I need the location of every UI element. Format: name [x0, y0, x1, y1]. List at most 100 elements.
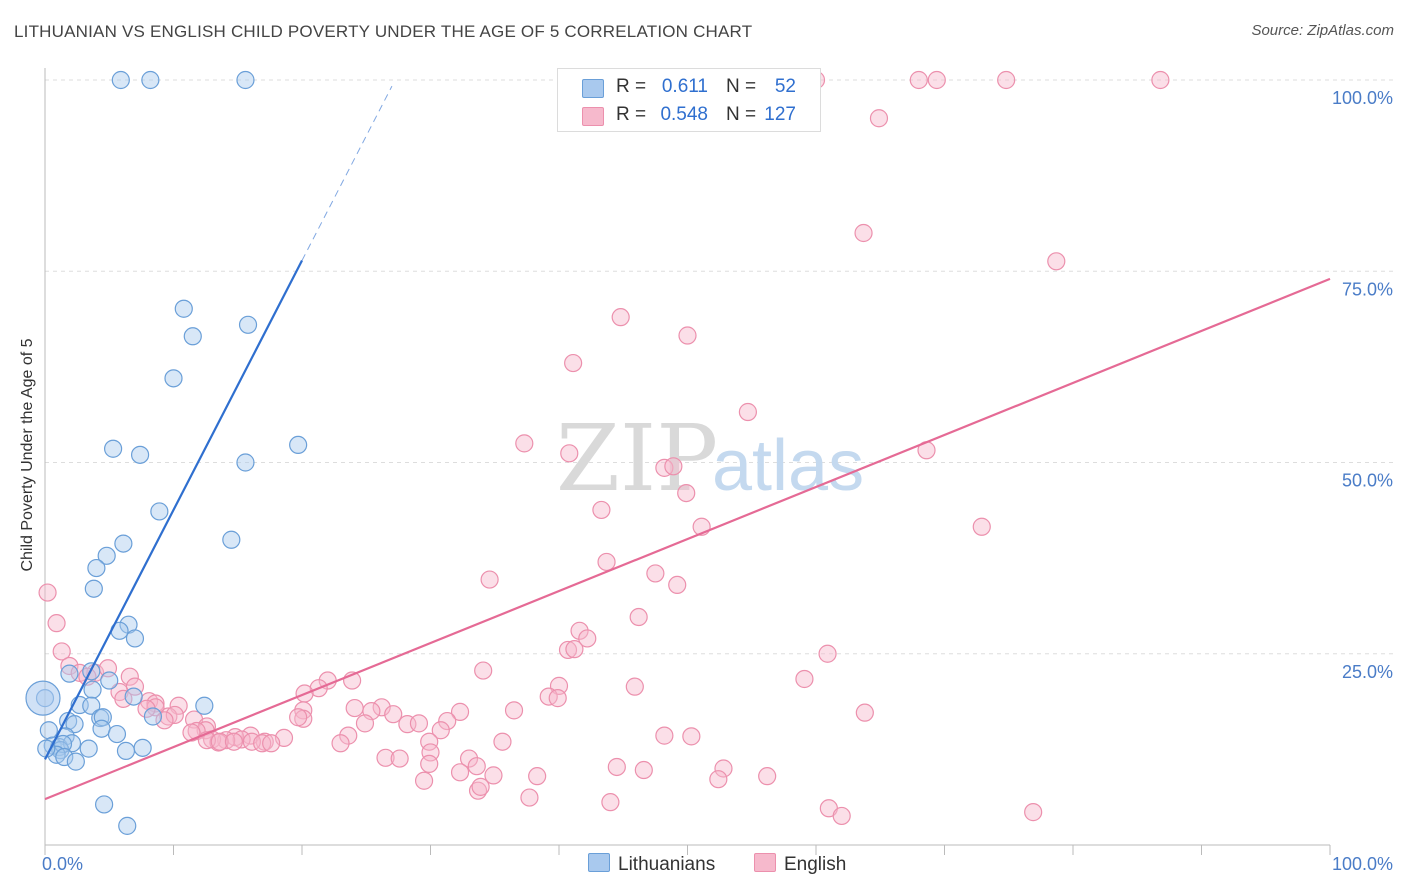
legend-row-lithuanians: R = 0.611 N = 52: [558, 72, 820, 102]
english-point: [484, 766, 503, 785]
r-label: R =: [616, 104, 647, 125]
english-point: [655, 726, 674, 745]
lithuanian-point: [66, 752, 85, 771]
r-label: R =: [616, 76, 647, 97]
lithuanian-point: [79, 739, 98, 758]
english-point: [414, 771, 434, 790]
english-point: [646, 564, 665, 583]
lithuanian-point: [130, 445, 150, 464]
watermark-atlas: atlas: [712, 426, 864, 506]
legend-label-english: English: [784, 854, 847, 875]
lithuanian-point: [195, 696, 214, 715]
english-point: [625, 677, 644, 696]
correlation-legend: R = 0.611 N = 52 R = 0.548 N = 127: [557, 68, 821, 132]
english-point: [855, 703, 874, 722]
lithuanian-trend-extension: [301, 85, 393, 261]
english-point: [869, 109, 889, 128]
lithuanian-point: [83, 680, 102, 699]
english-point: [677, 484, 696, 503]
english-point: [607, 757, 626, 777]
english-point: [421, 743, 440, 762]
english-point: [155, 711, 174, 730]
english-point: [564, 353, 583, 373]
lithuanian-point: [53, 734, 73, 754]
trend-lines: [44, 85, 1331, 801]
english-point: [795, 669, 814, 689]
lithuanian-point: [289, 435, 308, 455]
english-point: [459, 749, 479, 768]
english-point: [664, 457, 683, 476]
english-point: [467, 757, 486, 776]
english-point: [520, 788, 539, 807]
legend-item-english: English: [754, 853, 846, 876]
english-point: [832, 806, 851, 826]
english-point: [355, 714, 375, 733]
y-tick-label: 75.0%: [1342, 279, 1393, 299]
n-label: N =: [726, 104, 757, 125]
english-point: [515, 434, 534, 453]
english-point: [758, 767, 777, 786]
english-point: [450, 702, 470, 721]
english-point: [1047, 252, 1066, 271]
english-point: [548, 689, 567, 708]
lithuanian-point: [164, 369, 183, 388]
lithuanian-point: [125, 629, 145, 648]
x-tick-label: 0.0%: [42, 854, 83, 874]
lithuanian-point: [107, 724, 127, 744]
lithuanian-point: [65, 715, 84, 734]
lithuanian-point: [82, 696, 101, 715]
lithuanian-point: [87, 558, 106, 578]
english-point: [289, 708, 308, 727]
legend-label-lithuanians: Lithuanians: [618, 854, 716, 875]
english-point: [504, 701, 524, 720]
english-point: [558, 640, 578, 660]
english-point: [709, 770, 728, 789]
english-point: [578, 629, 597, 648]
english-point: [565, 640, 584, 659]
lithuanian-point-large: [25, 680, 61, 716]
english-point: [854, 223, 873, 243]
english-point: [390, 749, 409, 768]
lithuanian-point: [104, 439, 123, 458]
chart-title: LITHUANIAN VS ENGLISH CHILD POVERTY UNDE…: [14, 22, 753, 41]
y-tick-label: 25.0%: [1342, 662, 1393, 682]
english-point: [714, 759, 733, 778]
english-point: [47, 614, 66, 633]
english-trend-line: [44, 277, 1331, 801]
english-point: [601, 793, 620, 812]
english-point: [818, 644, 837, 663]
english-point: [480, 570, 499, 589]
r-value: 0.611: [661, 76, 708, 97]
english-point: [738, 402, 757, 422]
english-point: [224, 732, 243, 751]
english-point: [409, 714, 429, 733]
lithuanian-points: [25, 70, 308, 835]
english-point: [431, 721, 450, 740]
english-point: [474, 661, 493, 680]
english-point: [997, 70, 1016, 90]
lithuanian-point: [118, 816, 137, 835]
lithuanian-point: [100, 671, 119, 690]
n-label: N =: [726, 76, 757, 97]
lithuanians-swatch: [582, 79, 604, 98]
lithuanian-point: [39, 721, 58, 740]
english-point: [345, 698, 364, 718]
english-point: [165, 705, 184, 725]
x-tick-label: 100.0%: [1332, 854, 1393, 874]
english-point: [331, 734, 350, 753]
r-value: 0.548: [660, 104, 708, 125]
english-point: [52, 642, 71, 661]
lithuanian-point: [174, 299, 193, 318]
legend-row-english: R = 0.548 N = 127: [558, 100, 820, 130]
english-point: [182, 723, 201, 742]
english-swatch: [754, 853, 776, 872]
lithuanian-point: [93, 708, 112, 727]
english-point: [909, 70, 928, 90]
source-label: Source: ZipAtlas.com: [1251, 22, 1394, 39]
lithuanian-point: [222, 530, 241, 549]
english-point: [611, 308, 630, 327]
english-point: [655, 458, 674, 477]
lithuanian-point: [238, 315, 258, 334]
y-tick-label: 50.0%: [1342, 471, 1393, 491]
